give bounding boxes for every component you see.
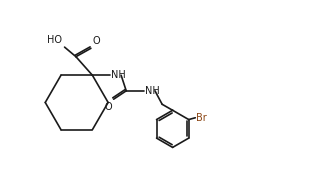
Text: O: O [93,36,100,46]
Text: HO: HO [47,35,62,45]
Text: NH: NH [145,86,159,96]
Text: Br: Br [196,113,207,123]
Text: O: O [104,102,112,112]
Text: NH: NH [111,70,126,80]
